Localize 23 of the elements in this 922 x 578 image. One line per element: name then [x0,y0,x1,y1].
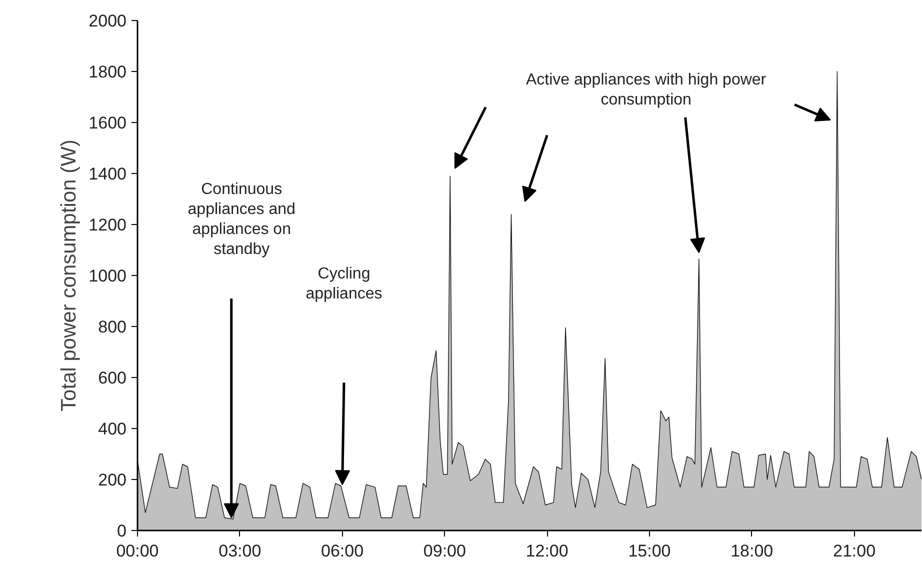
x-tick-label: 06:00 [321,542,364,560]
y-tick-label: 800 [98,318,127,336]
y-axis-title: Total power consumption (W) [58,140,81,412]
annotation: Active appliances with high power consumption [526,72,767,108]
x-tick-label: 21:00 [832,542,876,560]
x-tick-label: 15:00 [628,542,671,560]
y-tick-label: 0 [117,522,127,540]
x-tick-label: 03:00 [218,542,262,560]
x-tick-label: 00:00 [116,542,159,560]
annotation: Continuous appliances and appliances on standby [188,181,296,258]
y-tick-label: 600 [98,368,127,388]
y-tick-label: 2000 [88,12,127,30]
y-tick-label: 1400 [88,164,127,184]
x-tick-label: 09:00 [423,542,466,560]
x-tick-label: 12:00 [526,542,568,560]
y-tick-label: 200 [98,470,127,490]
y-tick-label: 1000 [88,266,127,286]
y-tick-label: 1600 [88,114,127,132]
y-tick-label: 1800 [88,62,127,82]
y-tick-label: 1200 [88,216,127,234]
y-tick-label: 400 [98,420,127,438]
x-tick-label: 18:00 [730,542,774,560]
annotation: Cycling appliances [306,265,382,302]
